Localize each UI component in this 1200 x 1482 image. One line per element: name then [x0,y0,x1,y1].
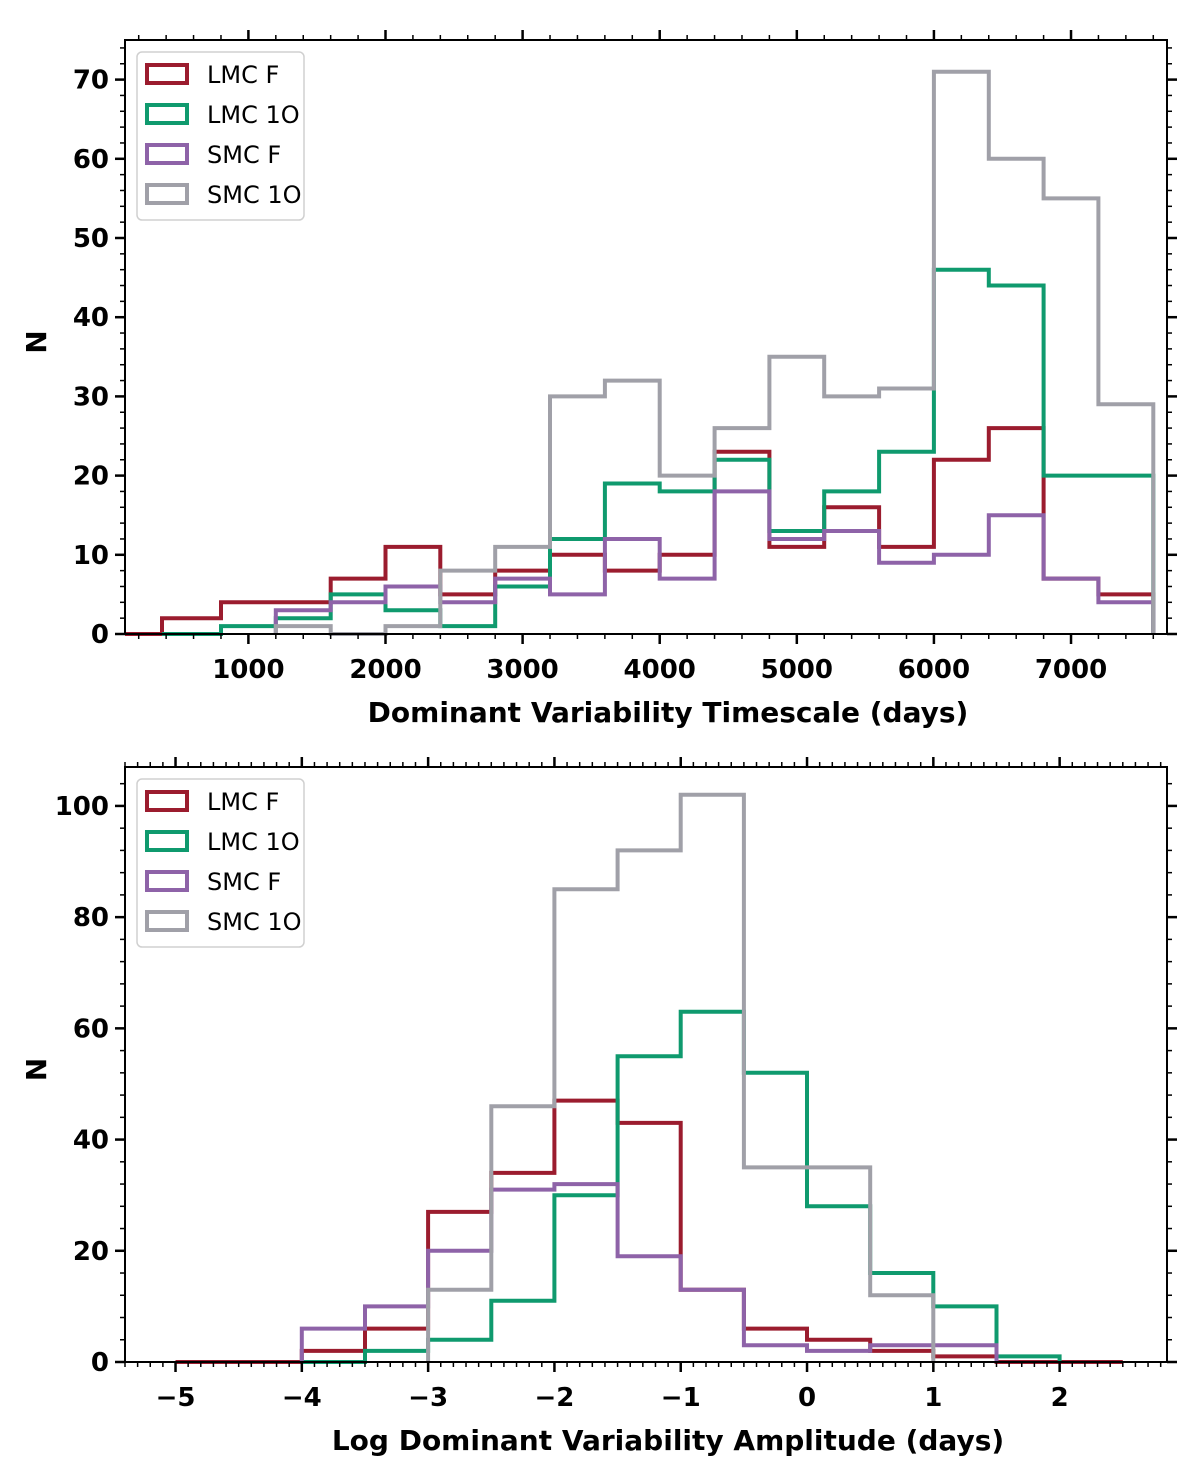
x-tick-label: −4 [282,1383,322,1413]
x-tick-label: 1 [924,1383,942,1413]
x-axis-label: Log Dominant Variability Amplitude (days… [332,1424,1004,1457]
legend-swatch [145,870,189,892]
y-tick-label: 0 [91,620,109,650]
x-tick-label: 2 [1051,1383,1069,1413]
y-tick-label: 60 [73,145,109,175]
y-tick-label: 20 [73,1237,109,1267]
y-tick-label: 10 [73,541,109,571]
y-tick-label: 70 [73,66,109,96]
legend-label: LMC F [207,788,279,816]
x-tick-label: 3000 [486,655,558,685]
x-tick-label: −3 [408,1383,448,1413]
legend-label: SMC F [207,141,281,169]
legend-swatch [145,103,189,125]
x-tick-label: −2 [534,1383,574,1413]
plot-frame [124,39,1168,635]
y-tick-label: 60 [73,1014,109,1044]
legend-swatch [145,63,189,85]
plot-frame [124,766,1168,1363]
series-line-lmc-f [175,1098,1123,1364]
x-tick-label: 5000 [761,655,833,685]
y-tick-label: 100 [55,792,109,822]
legend-label: LMC 1O [207,101,300,129]
chart-panel-1: 1000 2000 3000 4000 5000 6000 7000 0 10 20 30 40 50 6… [20,30,1177,729]
legend-label: SMC F [207,868,281,896]
legend-box [136,778,305,948]
legend-swatch [145,830,189,852]
y-tick-label: 50 [73,224,109,254]
y-axis-label: N [20,1058,53,1081]
legend-swatch [145,143,189,165]
series-line-smc-1o [273,69,1156,636]
y-axis-label: N [20,330,53,353]
y-tick-label: 80 [73,903,109,933]
series-line-smc-f [299,1182,999,1362]
x-tick-label: 4000 [624,655,696,685]
series-line-lmc-f [125,426,1156,636]
series-line-smc-f [273,489,1156,634]
legend-label: SMC 1O [207,908,302,936]
legend-swatch [145,790,189,812]
series-line-lmc-1o [162,267,1156,636]
x-tick-label: −5 [156,1383,196,1413]
x-tick-label: 2000 [349,655,421,685]
y-tick-label: 40 [73,303,109,333]
legend-label: LMC 1O [207,828,300,856]
x-tick-label: −1 [661,1383,701,1413]
y-tick-label: 30 [73,382,109,412]
legend-label: SMC 1O [207,181,302,209]
legend-swatch [145,183,189,205]
series-line-smc-1o [426,792,936,1362]
legend-label: LMC F [207,61,279,89]
x-tick-label: 0 [798,1383,816,1413]
x-axis-label: Dominant Variability Timescale (days) [368,696,969,729]
y-tick-label: 20 [73,462,109,492]
legend-box [136,51,305,221]
x-tick-label: 1000 [212,655,284,685]
y-tick-label: 0 [91,1348,109,1378]
x-tick-label: 6000 [898,655,970,685]
x-tick-label: 7000 [1035,655,1107,685]
legend-swatch [145,910,189,932]
y-tick-label: 40 [73,1126,109,1156]
